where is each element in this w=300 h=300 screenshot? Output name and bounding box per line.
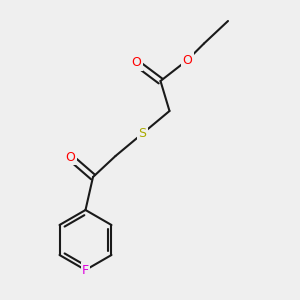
Text: O: O: [132, 56, 141, 70]
Text: O: O: [183, 53, 192, 67]
Text: S: S: [139, 127, 146, 140]
Text: O: O: [66, 151, 75, 164]
Text: F: F: [82, 263, 89, 277]
